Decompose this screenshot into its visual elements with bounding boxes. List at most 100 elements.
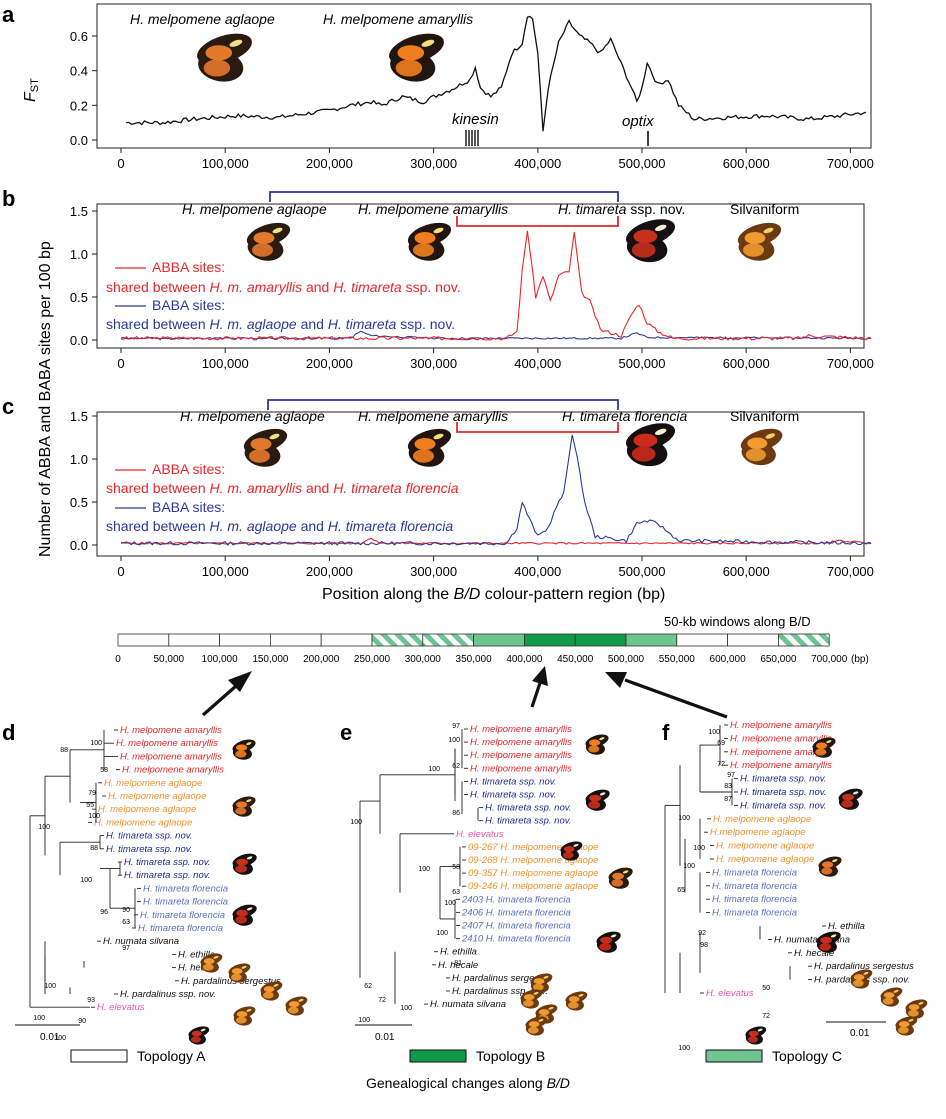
tree-leaf-label: H. pardalinus ssp. nov. bbox=[452, 986, 548, 997]
bootstrap-value: 100 bbox=[444, 900, 456, 907]
tree-f: H. melpomene amaryllis H. melpomene amary… bbox=[664, 720, 914, 1052]
windows-bar bbox=[117, 633, 830, 647]
butterfly-image bbox=[246, 222, 291, 261]
butterfly-image bbox=[188, 1026, 210, 1045]
x-tick-label: 600,000 bbox=[723, 564, 770, 579]
tree-leaf-label: H. ethilla bbox=[440, 947, 477, 958]
panel-c-frame bbox=[96, 411, 865, 557]
windows-title: 50-kb windows along B/D bbox=[664, 614, 811, 629]
kinesin-gene-marks bbox=[465, 130, 479, 146]
butterfly-image bbox=[880, 987, 903, 1007]
window-cell bbox=[269, 633, 322, 647]
bootstrap-value: 100 bbox=[88, 813, 100, 820]
y-tick-label: 0.5 bbox=[70, 495, 88, 510]
bootstrap-value: 81 bbox=[454, 960, 462, 967]
bootstrap-value: 100 bbox=[44, 983, 56, 990]
y-tick-label: 0.4 bbox=[70, 64, 88, 79]
window-tick-label: 500,000 bbox=[608, 654, 645, 665]
tree-leaf-label: H. melpomene amaryllis bbox=[470, 737, 572, 748]
butterfly-image bbox=[812, 737, 836, 758]
window-cell bbox=[320, 633, 373, 647]
x-tick-label: 200,000 bbox=[306, 564, 353, 579]
tree-leaf-label: H. melpomene aglaope bbox=[716, 841, 814, 852]
x-tick-label: 600,000 bbox=[723, 156, 770, 171]
bootstrap-value: 93 bbox=[87, 997, 95, 1004]
tree-leaf-label: H. elevatus bbox=[706, 988, 754, 999]
panel-label-f: f bbox=[662, 720, 670, 745]
butterfly-image bbox=[838, 788, 863, 810]
panel-b-yticks: 0.0 0.5 1.0 1.5 bbox=[70, 204, 97, 348]
tree-leaf-label: H. pardalinus sergestus bbox=[452, 973, 552, 984]
x-tick-label: 500,000 bbox=[619, 156, 666, 171]
butterfly-image bbox=[596, 931, 621, 953]
x-tick-label: 300,000 bbox=[410, 356, 457, 371]
x-tick-label: 0 bbox=[117, 156, 124, 171]
tree-leaf-label: H. hecale bbox=[794, 948, 834, 959]
y-tick-label: 0.0 bbox=[70, 538, 88, 553]
butterfly-image bbox=[233, 1006, 256, 1026]
position-xlabel: Position along the B/D colour-pattern re… bbox=[322, 586, 665, 603]
window-cell bbox=[219, 633, 271, 647]
tree-leaf-label: H. melpomene amaryllis bbox=[116, 738, 218, 749]
bootstrap-value: 100 bbox=[38, 824, 50, 831]
butterfly-image bbox=[260, 981, 283, 1001]
bootstrap-value: 86 bbox=[452, 810, 460, 817]
tree-d: H. melpomene amaryllis H. melpomene amary… bbox=[29, 725, 281, 1042]
window-cell bbox=[524, 633, 576, 647]
tree-leaf-label: H. timareta ssp. nov. bbox=[485, 816, 571, 827]
panel-b-baba-line bbox=[120, 330, 872, 340]
x-tick-label: 0 bbox=[117, 564, 124, 579]
x-tick-label: 0 bbox=[117, 356, 124, 371]
window-tick-label: 50,000 bbox=[154, 654, 185, 665]
butterfly-image bbox=[608, 867, 633, 889]
panel-label-b: b bbox=[2, 186, 15, 211]
window-tick-label: 0 bbox=[115, 654, 121, 665]
x-tick-label: 500,000 bbox=[619, 564, 666, 579]
bootstrap-value: 65 bbox=[677, 887, 685, 894]
tree-leaf-label: 09-246 H. melpomene aglaope bbox=[468, 881, 598, 892]
tree-leaf-label: H. timareta florencia bbox=[712, 881, 797, 892]
tree-leaf-label: H. timareta ssp. nov. bbox=[470, 790, 556, 801]
butterfly-images bbox=[188, 33, 928, 1045]
butterfly-image bbox=[389, 33, 444, 82]
bootstrap-value: 98 bbox=[700, 942, 708, 949]
panel-a-xticks: 0 100,000 200,000 300,000 400,000 500,000 600,… bbox=[117, 148, 874, 171]
x-tick-label: 400,000 bbox=[514, 564, 561, 579]
bootstrap-value: 97 bbox=[727, 772, 735, 779]
y-tick-label: 0.2 bbox=[70, 98, 88, 113]
b-species-silvaniform: Silvaniform bbox=[730, 201, 799, 217]
window-cell bbox=[117, 633, 170, 647]
tree-leaf-label: H. timareta ssp. nov. bbox=[740, 800, 826, 811]
tree-leaf-label: H. melpomene amaryllis bbox=[120, 725, 222, 736]
tree-e: H. melpomene amaryllis H. melpomene amary… bbox=[350, 723, 598, 1024]
bootstrap-value: 100 bbox=[350, 819, 362, 826]
tree-leaf-label: H. timareta florencia bbox=[143, 883, 228, 894]
c-baba-legend-desc: shared between H. m. aglaope and H. tima… bbox=[106, 518, 453, 534]
tree-leaf-label: H. hecale bbox=[178, 963, 218, 974]
window-tick-label: 100,000 bbox=[202, 654, 239, 665]
bootstrap-value: 92 bbox=[698, 930, 706, 937]
bootstrap-value: 72 bbox=[717, 761, 725, 768]
tree-leaf-label: H. melpomene aglaope bbox=[94, 817, 192, 828]
tree-leaf-label: H. hecale bbox=[438, 960, 478, 971]
bootstrap-value: 88 bbox=[60, 747, 68, 754]
x-tick-label: 100,000 bbox=[202, 156, 249, 171]
window-tick-label: 300,000 bbox=[405, 654, 442, 665]
panel-b-xticks: 0 100,000 200,000 300,000 400,000 500,000 600,… bbox=[117, 348, 874, 371]
butterfly-image bbox=[625, 219, 676, 263]
scale-label-d: 0.01 bbox=[40, 1032, 60, 1043]
bootstrap-value: 62 bbox=[364, 983, 372, 990]
bootstrap-value: 100 bbox=[428, 766, 440, 773]
topology-a-label: Topology A bbox=[137, 1048, 206, 1064]
tree-leaf-label: 09-357 H. melpomene aglaope bbox=[468, 868, 598, 879]
panel-c-yticks: 0.0 0.5 1.0 1.5 bbox=[70, 409, 97, 553]
x-tick-label: 400,000 bbox=[514, 156, 561, 171]
bootstrap-value: 50 bbox=[762, 985, 770, 992]
window-cell bbox=[422, 633, 474, 647]
bootstrap-value: 63 bbox=[452, 889, 460, 896]
butterfly-image bbox=[232, 739, 256, 760]
b-species-amaryllis: H. melpomene amaryllis bbox=[358, 201, 508, 217]
panel-label-c: c bbox=[2, 394, 14, 419]
tree-leaf-label: H. melpomene amaryllis bbox=[470, 750, 572, 761]
window-tick-label: 350,000 bbox=[456, 654, 493, 665]
